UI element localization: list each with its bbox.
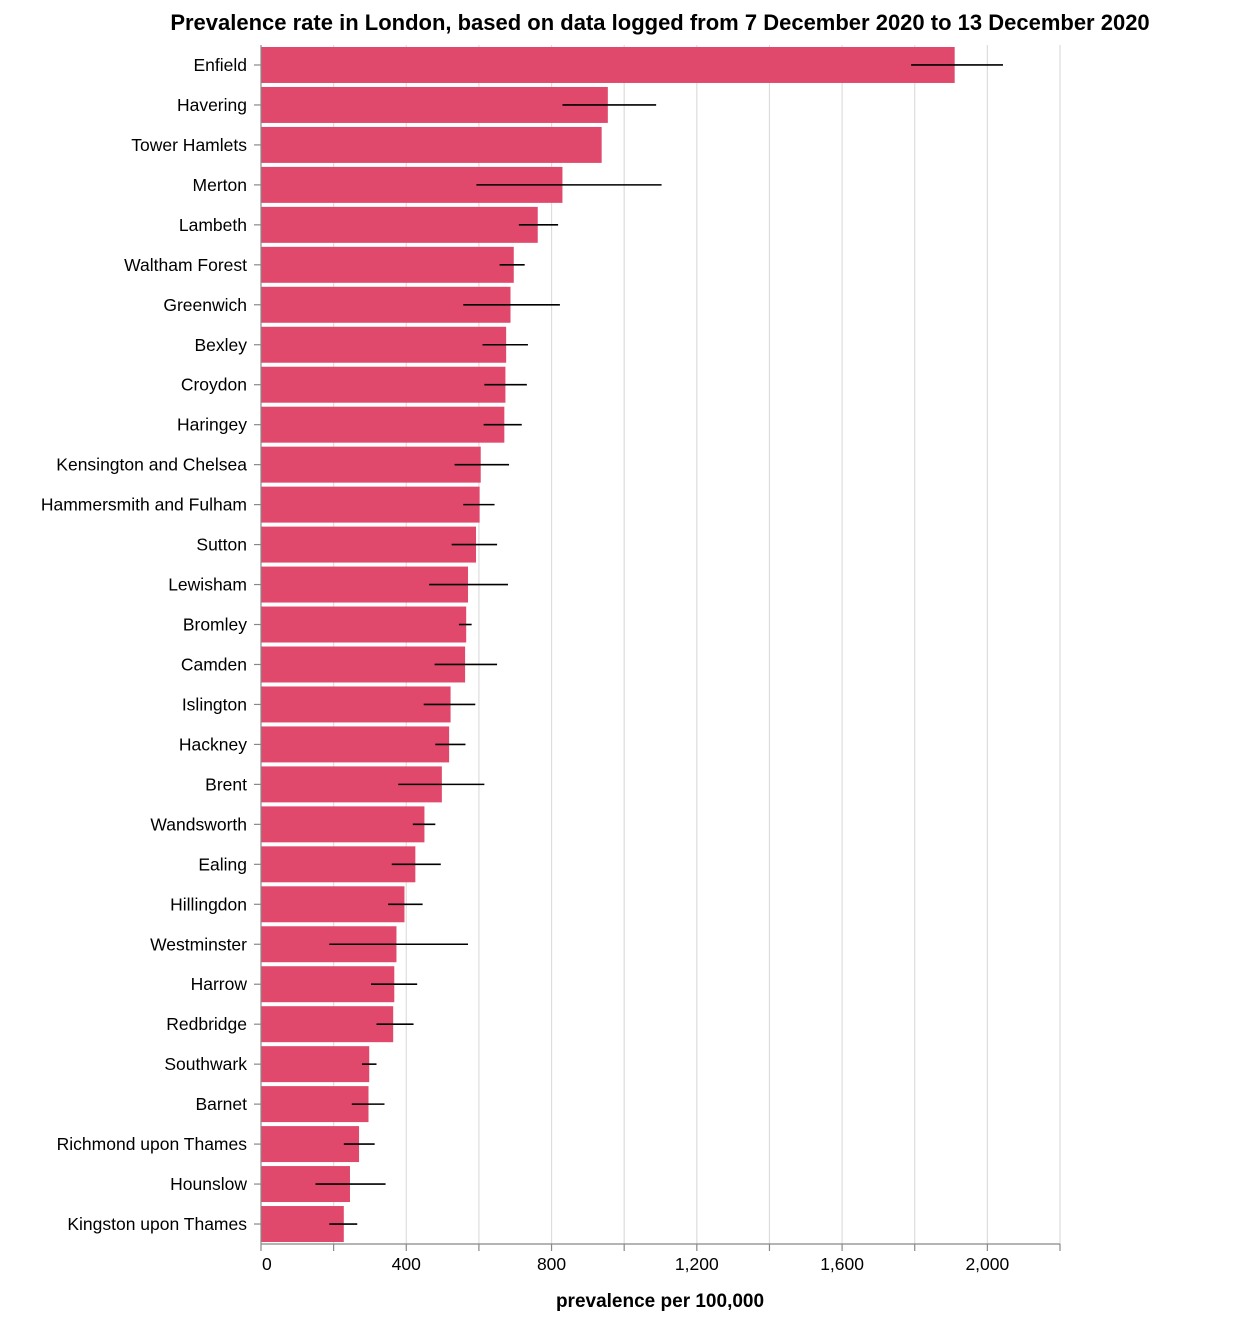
bar xyxy=(261,446,481,483)
category-label: Barnet xyxy=(195,1094,247,1114)
category-label: Richmond upon Thames xyxy=(57,1134,248,1154)
category-label: Kensington and Chelsea xyxy=(56,455,247,475)
category-label: Brent xyxy=(205,774,247,794)
bar xyxy=(261,366,506,403)
bar xyxy=(261,406,505,443)
bars xyxy=(261,46,955,1243)
category-label: Lambeth xyxy=(179,215,247,235)
bar xyxy=(261,1046,370,1083)
x-tick-label: 1,600 xyxy=(820,1254,864,1274)
bar xyxy=(261,86,608,123)
bar xyxy=(261,206,538,243)
bar xyxy=(261,46,955,83)
bar xyxy=(261,686,451,723)
category-label: Camden xyxy=(181,654,247,674)
x-axis-title: prevalence per 100,000 xyxy=(556,1291,764,1312)
category-label: Hackney xyxy=(179,734,247,754)
grid-lines xyxy=(333,45,1061,1244)
x-tick-label: 800 xyxy=(537,1254,566,1274)
x-axis: 0 400 800 1,200 1,600 2,000 xyxy=(260,1243,1061,1274)
bar xyxy=(261,486,480,523)
category-label: Havering xyxy=(177,95,247,115)
category-label: Ealing xyxy=(198,854,247,874)
bar xyxy=(261,886,405,923)
bar xyxy=(261,1006,394,1043)
error-bars xyxy=(315,64,1003,1225)
chart-title: Prevalence rate in London, based on data… xyxy=(170,10,1149,35)
y-axis: Enfield Havering Tower Hamlets Merton Lambet… xyxy=(41,45,262,1244)
bar xyxy=(261,1126,360,1163)
category-label: Waltham Forest xyxy=(124,255,247,275)
category-label: Sutton xyxy=(196,535,247,555)
bar xyxy=(261,646,466,683)
bar xyxy=(261,606,467,643)
category-label: Merton xyxy=(193,175,247,195)
category-label: Bexley xyxy=(194,335,247,355)
bar xyxy=(261,126,602,163)
bar xyxy=(261,726,450,763)
category-label: Greenwich xyxy=(163,295,247,315)
category-label: Croydon xyxy=(181,375,247,395)
category-label: Southwark xyxy=(164,1054,247,1074)
category-label: Westminster xyxy=(150,934,247,954)
category-label: Harrow xyxy=(191,974,248,994)
x-tick-label: 1,200 xyxy=(675,1254,719,1274)
category-label: Wandsworth xyxy=(150,814,247,834)
category-label: Haringey xyxy=(177,415,247,435)
category-label: Hounslow xyxy=(170,1174,247,1194)
category-label: Lewisham xyxy=(168,575,247,595)
bar xyxy=(261,1086,369,1123)
category-label: Kingston upon Thames xyxy=(67,1214,247,1234)
x-tick-label: 0 xyxy=(262,1254,272,1274)
category-label: Enfield xyxy=(193,55,247,75)
category-label: Tower Hamlets xyxy=(131,135,247,155)
bar xyxy=(261,846,416,883)
category-label: Hammersmith and Fulham xyxy=(41,495,247,515)
bar xyxy=(261,326,507,363)
x-tick-label: 400 xyxy=(392,1254,421,1274)
category-label: Redbridge xyxy=(166,1014,247,1034)
bar xyxy=(261,246,514,283)
bar xyxy=(261,526,477,563)
category-label: Bromley xyxy=(183,615,247,635)
bar xyxy=(261,806,425,843)
x-tick-label: 2,000 xyxy=(965,1254,1009,1274)
category-label: Hillingdon xyxy=(170,894,247,914)
category-label: Islington xyxy=(182,694,247,714)
